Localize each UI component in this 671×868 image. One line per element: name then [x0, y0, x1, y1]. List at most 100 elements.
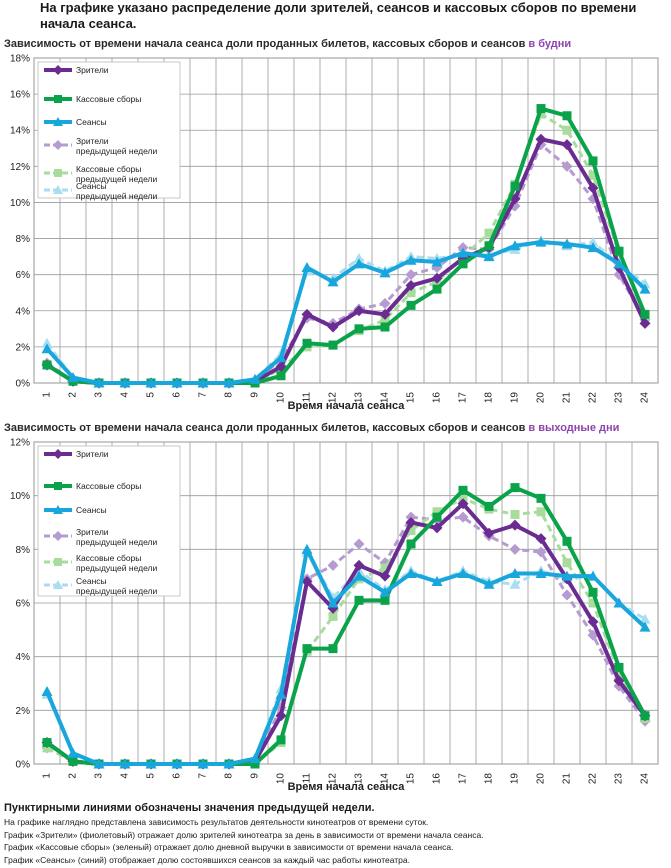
weekend-point-box_office: [406, 539, 416, 549]
weekend-point-viewers: [509, 519, 521, 531]
weekday-point-viewers: [431, 272, 443, 284]
weekend-legend-label-line: предыдущей недели: [76, 537, 157, 547]
weekend-point-sessions: [483, 578, 495, 589]
weekday-point-viewers: [561, 139, 573, 151]
weekend-point-sessions: [275, 688, 287, 699]
weekend-point-box_office_prev: [406, 526, 416, 536]
weekend-x-tick-label: 4: [120, 773, 131, 779]
weekday-point-viewers: [535, 133, 547, 145]
weekend-y-tick-label: 6%: [16, 599, 31, 610]
weekend-legend-label-line: Сеансы: [76, 576, 107, 586]
weekday-series-line-sessions: [45, 240, 647, 385]
weekend-x-tick-label: 22: [588, 773, 599, 785]
weekend-point-sessions: [535, 567, 547, 578]
weekend-x-tick-label: 13: [354, 773, 365, 785]
weekend-legend-marker-viewers: [53, 449, 63, 459]
weekday-point-sessions_prev: [353, 252, 365, 263]
weekday-x-tick-label: 17: [458, 392, 469, 404]
weekend-x-tick-label: 14: [380, 773, 391, 785]
weekday-legend-label-viewers: Зрители: [76, 65, 109, 75]
weekend-point-viewers: [613, 675, 625, 687]
weekday-x-tick-label: 12: [328, 392, 339, 404]
weekday-y-tick-label: 16%: [10, 90, 30, 101]
weekday-x-tick-label: 24: [640, 392, 651, 404]
weekday-point-box_office: [640, 309, 650, 319]
weekday-legend-marker-sessions: [53, 117, 63, 126]
weekend-x-tick-label: 9: [250, 773, 261, 779]
weekend-legend-label-line: предыдущей недели: [76, 563, 157, 573]
weekday-chart-title-prefix: Зависимость от времени начала сеанса дол…: [4, 38, 529, 50]
weekend-legend-marker-sessions: [53, 505, 63, 514]
weekday-legend-label-line: Кассовые сборы: [76, 164, 141, 174]
weekday-point-box_office: [354, 324, 364, 334]
weekend-x-tick-label: 18: [484, 773, 495, 785]
weekend-legend-box: [37, 445, 181, 597]
weekend-point-sessions: [67, 747, 79, 758]
weekend-point-sessions: [93, 758, 105, 769]
weekday-point-sessions_prev: [587, 236, 599, 247]
weekend-x-tick-label: 16: [432, 773, 443, 785]
weekend-point-sessions: [639, 621, 651, 632]
weekend-legend-marker-box_office_prev: [54, 558, 62, 566]
weekend-point-viewers: [535, 533, 547, 545]
weekday-point-box_office_prev: [406, 288, 416, 298]
weekend-legend-marker-viewers_prev: [53, 531, 63, 541]
weekday-point-box_office_prev: [562, 125, 572, 135]
weekday-point-box_office: [276, 371, 286, 381]
weekend-x-tick-label: 5: [146, 773, 157, 779]
weekday-point-sessions: [509, 240, 521, 251]
weekend-point-viewers_prev: [353, 538, 365, 550]
weekend-point-viewers_prev: [327, 559, 339, 571]
weekend-point-viewers: [431, 522, 443, 534]
weekend-legend-label-box_office: Кассовые сборы: [76, 481, 141, 491]
weekday-x-tick-label: 8: [224, 392, 235, 398]
weekend-x-tick-label: 11: [302, 773, 313, 784]
weekend-point-box_office_prev: [380, 563, 390, 573]
weekday-x-tick-label: 3: [94, 392, 105, 398]
weekday-point-viewers: [379, 308, 391, 320]
weekday-legend-label-line: Сеансы: [76, 181, 107, 191]
weekday-point-box_office: [302, 338, 312, 348]
weekday-legend-label-line: Зрители: [76, 136, 109, 146]
weekend-y-tick-label: 2%: [16, 706, 31, 717]
weekday-point-viewers: [327, 321, 339, 333]
weekend-point-sessions: [301, 543, 313, 554]
weekday-y-tick-label: 12%: [10, 162, 30, 173]
weekend-point-viewers_prev: [561, 589, 573, 601]
weekend-legend-label-sessions: Сеансы: [76, 505, 107, 515]
weekend-point-sessions: [431, 576, 443, 587]
weekday-point-box_office: [432, 284, 442, 294]
weekday-point-sessions: [119, 377, 131, 388]
weekend-point-box_office: [250, 759, 260, 769]
weekday-point-sessions: [535, 236, 547, 247]
weekday-point-sessions: [405, 254, 417, 265]
weekend-point-sessions: [509, 567, 521, 578]
weekday-point-sessions: [223, 377, 235, 388]
weekday-y-tick-label: 10%: [10, 198, 30, 209]
weekday-legend-label-line: предыдущей недели: [76, 146, 157, 156]
weekend-point-sessions: [41, 686, 53, 697]
page-title: На графике указано распределение доли зр…: [40, 0, 637, 31]
weekday-legend-marker-sessions_prev: [53, 185, 63, 194]
weekend-point-box_office: [510, 483, 520, 493]
weekend-point-sessions: [119, 758, 131, 769]
weekend-y-tick-label: 0%: [16, 760, 31, 771]
weekday-chart: 0%2%4%6%8%10%12%14%16%18%1 2 3 4 5 6 7 8 9 10 11 12…: [10, 54, 659, 412]
weekday-point-viewers: [587, 182, 599, 194]
weekend-point-sessions: [327, 597, 339, 608]
weekday-point-sessions: [93, 377, 105, 388]
weekday-point-box_office: [562, 111, 572, 121]
weekday-point-box_office: [42, 360, 52, 370]
weekend-point-sessions: [379, 586, 391, 597]
weekday-point-sessions: [483, 251, 495, 262]
weekend-point-box_office_prev: [562, 558, 572, 568]
weekend-x-tick-label: 15: [406, 773, 417, 785]
weekend-x-tick-label: 24: [640, 773, 651, 785]
weekend-x-tick-label: 21: [562, 773, 573, 785]
weekday-point-sessions: [457, 247, 469, 258]
weekday-x-tick-label: 16: [432, 392, 443, 404]
weekend-point-box_office: [536, 493, 546, 503]
weekday-x-tick-label: 10: [276, 392, 287, 404]
weekday-legend-label-viewers_prev: Зрители предыдущей недели: [76, 136, 157, 156]
